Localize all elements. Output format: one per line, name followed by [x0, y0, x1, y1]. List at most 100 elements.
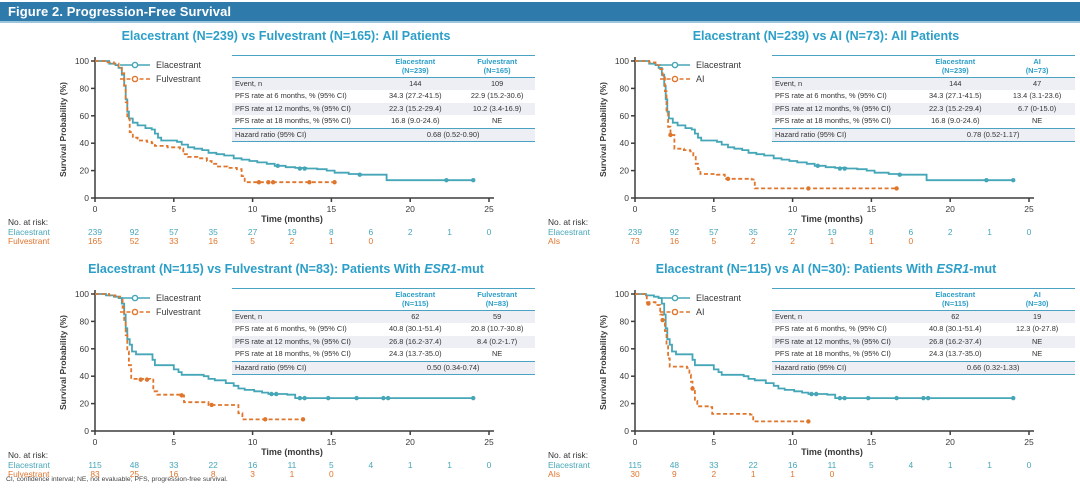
table-row-label: PFS rate at 18 months, % (95% CI) [235, 349, 351, 359]
censor-marker [894, 186, 899, 191]
y-tick-label: 0 [84, 193, 89, 203]
table-value: NE [491, 116, 503, 126]
panels-grid: Elacestrant (N=239) vs Fulvestrant (N=16… [0, 25, 1080, 489]
table-value: NE [491, 349, 503, 359]
at-risk-series-name: Fulvestrant [8, 236, 50, 246]
table-value: 16.8 (9.0-24.6) [391, 116, 440, 126]
censor-marker [842, 395, 847, 401]
at-risk-count: 239 [88, 227, 102, 237]
panel-title-segment: -mut [969, 262, 997, 276]
legend-label: Elacestrant [156, 60, 202, 70]
panel-title: Elacestrant (N=115) vs AI (N=30): Patien… [580, 262, 1072, 276]
table-row-label: PFS rate at 6 months, % (95% CI) [235, 91, 347, 101]
y-tick-label: 20 [620, 399, 630, 409]
at-risk-row: Elacestrant 239 92 57 35 27 19 8 6 2 1 0 [0, 227, 540, 237]
table-value: 20.8 (10.7-30.8) [470, 324, 524, 334]
at-risk-count: 239 [628, 227, 642, 237]
table-value: 26.8 (16.2-37.4) [389, 336, 442, 346]
panel-title-segment: -mut [456, 262, 484, 276]
at-risk-count: 19 [827, 227, 837, 237]
table-value: 59 [493, 311, 502, 321]
at-risk-count: 48 [129, 460, 140, 470]
censor-marker [809, 391, 814, 397]
legend-marker-icon [131, 308, 139, 316]
at-risk-series-name: Elacestrant [8, 227, 50, 237]
y-tick-label: 40 [80, 138, 90, 148]
censor-marker [921, 395, 926, 401]
y-tick-label: 60 [80, 111, 90, 121]
at-risk-count: 52 [129, 236, 140, 246]
y-tick-label: 60 [620, 344, 630, 354]
at-risk-count: 5 [869, 460, 874, 470]
legend-marker-icon [131, 294, 139, 302]
at-risk-count: 115 [628, 460, 642, 470]
censor-marker [209, 402, 214, 408]
at-risk-series-name: Elacestrant [548, 460, 590, 470]
censor-marker [866, 395, 871, 401]
at-risk-count: 5 [329, 460, 334, 470]
table-row: PFS rate at 12 months, % (95% CI) 22.3 (1… [232, 102, 535, 116]
at-risk-series-name: Elacestrant [8, 460, 50, 470]
x-tick-label: 10 [248, 437, 258, 447]
stats-table-body: Event, n 62 19 PFS rate at 6 months, % (95%… [772, 310, 1075, 376]
km-curve-fulvestrant [95, 60, 335, 184]
at-risk-label: No. at risk: [548, 450, 589, 460]
x-tick-label: 20 [405, 204, 415, 214]
x-tick-label: 10 [788, 204, 798, 214]
censor-marker [275, 163, 281, 169]
table-row-label: Event, n [235, 78, 263, 88]
table-col-header: Fulvestrant (N=83) [459, 288, 535, 311]
at-risk-count: 5 [250, 236, 255, 246]
censor-marker [444, 177, 449, 183]
y-tick-label: 100 [615, 56, 629, 66]
at-risk-count: 8 [329, 227, 334, 237]
table-row: Event, n 144 47 [772, 77, 1075, 91]
legend-label: Elacestrant [696, 293, 742, 303]
table-corner-cell [232, 288, 372, 311]
table-row-label: PFS rate at 18 months, % (95% CI) [775, 349, 891, 359]
censor-marker [725, 176, 731, 182]
legend-label: Elacestrant [156, 293, 202, 303]
table-row-label: PFS rate at 12 months, % (95% CI) [235, 336, 351, 346]
table-row-label: PFS rate at 18 months, % (95% CI) [235, 116, 351, 126]
censor-marker [690, 386, 695, 391]
at-risk-row: AIs 73 16 5 2 2 1 1 0 [540, 236, 1080, 246]
table-col-header: AI (N=73) [999, 55, 1075, 78]
censor-marker [179, 393, 184, 398]
table-row-label: Hazard ratio (95% CI) [772, 360, 912, 376]
censor-marker [332, 180, 337, 185]
at-risk-count: 33 [169, 236, 179, 246]
table-value: 8.4 (0.2-1.7) [476, 336, 518, 346]
at-risk-row: Fulvestrant 83 25 16 8 3 1 0 [0, 469, 540, 479]
panel-title-segment: Elacestrant (N=239) vs Fulvestrant (N=16… [121, 29, 451, 43]
at-risk-count: 5 [711, 236, 717, 246]
censor-marker [138, 377, 143, 382]
stats-table-body: Event, n 144 47 PFS rate at 6 months, % (95… [772, 77, 1075, 143]
x-tick-label: 15 [327, 437, 337, 447]
at-risk-row: Fulvestrant 165 52 33 16 5 2 1 0 [0, 236, 540, 246]
y-tick-label: 40 [620, 371, 630, 381]
table-row: PFS rate at 12 months, % (95% CI) 26.8 (1… [232, 335, 535, 349]
table-value: 109 [490, 78, 504, 88]
x-tick-label: 20 [945, 204, 955, 214]
y-tick-label: 100 [615, 289, 629, 299]
km-panel: Elacestrant (N=115) vs AI (N=30): Patien… [540, 258, 1080, 489]
at-risk-count: 0 [1026, 227, 1032, 237]
y-tick-label: 0 [624, 193, 629, 203]
km-curve-ai [635, 60, 897, 190]
at-risk-count: 1 [329, 236, 334, 246]
y-axis-label: Survival Probability (%) [58, 315, 68, 410]
legend-marker-icon [671, 308, 679, 316]
legend-marker-icon [671, 61, 679, 69]
censor-marker [381, 395, 386, 401]
stats-table-body: Event, n 144 109 PFS rate at 6 months, % (9… [232, 77, 535, 143]
x-axis-label: Time (months) [801, 214, 863, 224]
km-plot: 0 20 40 60 80 100 0 5 10 15 20 25 Survival Probabili… [598, 289, 1034, 457]
tr: Elacestrant (N=239) Fulvestrant (N=165) [232, 55, 535, 78]
table-row-label: PFS rate at 12 months, % (95% CI) [235, 103, 351, 113]
table-value: 34.3 (27.1-41.5) [929, 91, 982, 101]
table-row-label: PFS rate at 6 months, % (95% CI) [235, 324, 347, 334]
y-axis-label: Survival Probability (%) [598, 315, 608, 410]
table-col-header: Elacestrant (N=239) [371, 55, 460, 78]
